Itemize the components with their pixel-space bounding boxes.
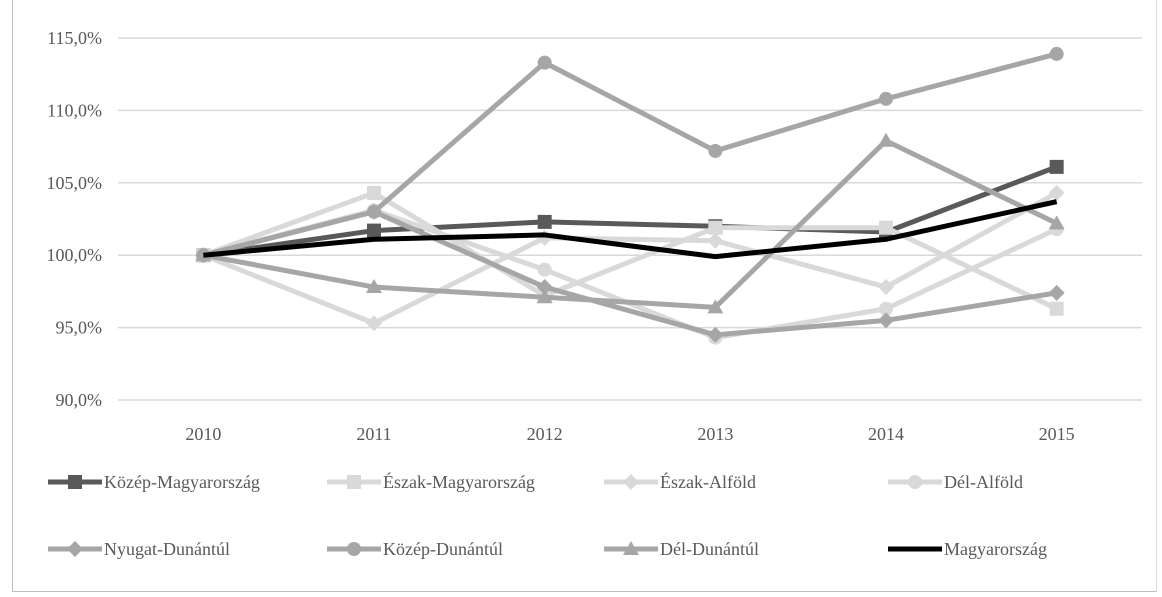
series-line: [203, 199, 1058, 260]
legend-label: Közép-Magyarország: [104, 472, 260, 492]
marker-triangle: [1048, 215, 1065, 230]
y-tick-label: 110,0%: [47, 100, 102, 120]
x-tick-label: 2015: [1039, 424, 1075, 444]
y-tick-label: 95,0%: [56, 318, 103, 338]
legend-label: Magyarország: [944, 539, 1047, 559]
legend-label: Dél-Dunántúl: [660, 539, 759, 559]
legend-label: Közép-Dunántúl: [383, 539, 503, 559]
marker-diamond: [707, 232, 724, 249]
marker-diamond: [878, 312, 894, 329]
marker-circle: [537, 55, 552, 70]
marker-square: [1049, 159, 1064, 174]
marker-triangle: [707, 299, 724, 314]
marker-square: [367, 223, 381, 238]
y-tick-label: 90,0%: [56, 390, 103, 410]
x-tick-label: 2013: [697, 424, 733, 444]
series-magyarország: [203, 199, 1058, 260]
legend-item: Dél-Dunántúl: [604, 539, 759, 559]
series-észak-alföld: [195, 184, 1065, 332]
marker-diamond: [1048, 284, 1065, 301]
legend-label: Dél-Alföld: [944, 472, 1023, 492]
marker-diamond: [707, 326, 724, 343]
marker-square: [347, 475, 361, 489]
legend: Közép-Magyarország Észak-Magyarország Észa…: [48, 471, 1047, 559]
series-line: [202, 51, 1058, 258]
marker-triangle: [623, 541, 639, 555]
marker-circle: [908, 475, 922, 489]
x-tick-label: 2012: [527, 424, 563, 444]
legend-item: Közép-Magyarország: [48, 472, 260, 492]
legend-item: Magyarország: [888, 539, 1047, 559]
marker-diamond: [366, 315, 382, 332]
legend-item: Észak-Magyarország: [327, 471, 535, 492]
marker-circle: [879, 301, 893, 316]
x-axis-ticks: 2010 2011 2012 2013 2014 2015: [185, 424, 1074, 444]
x-tick-label: 2014: [868, 424, 904, 444]
marker-square: [879, 220, 893, 235]
grid-lines: [118, 37, 1142, 401]
y-tick-label: 115,0%: [47, 28, 102, 48]
chart-frame: [12, 0, 1157, 592]
marker-diamond: [1048, 184, 1065, 201]
marker-diamond: [878, 279, 894, 296]
marker-diamond: [536, 279, 553, 296]
marker-circle: [1049, 46, 1064, 61]
marker-square: [537, 214, 552, 229]
marker-diamond: [67, 541, 83, 557]
marker-circle: [367, 204, 381, 219]
series-észak-magyarország: [196, 185, 1064, 316]
legend-item: Észak-Alföld: [604, 471, 756, 492]
marker-triangle: [366, 279, 382, 294]
marker-triangle: [878, 132, 894, 147]
y-tick-label: 100,0%: [47, 245, 103, 265]
marker-square: [708, 220, 723, 235]
legend-item: Nyugat-Dunántúl: [48, 539, 230, 559]
marker-triangle: [536, 289, 553, 304]
x-tick-label: 2011: [356, 424, 391, 444]
marker-square: [367, 185, 381, 200]
marker-diamond: [623, 474, 639, 490]
legend-item: Dél-Alföld: [888, 472, 1023, 492]
series-line: [202, 190, 1058, 312]
marker-circle: [879, 91, 893, 106]
x-tick-label: 2010: [185, 424, 221, 444]
legend-label: Nyugat-Dunántúl: [104, 539, 230, 559]
legend-label: Észak-Magyarország: [383, 471, 535, 492]
series-layer: [195, 46, 1065, 345]
marker-circle: [537, 262, 552, 277]
y-axis-ticks: 90,0% 95,0% 100,0% 105,0% 110,0% 115,0%: [47, 28, 103, 410]
marker-circle: [708, 143, 723, 158]
marker-circle: [347, 542, 361, 556]
y-tick-label: 105,0%: [47, 173, 103, 193]
marker-square: [1049, 301, 1064, 316]
marker-square: [68, 475, 82, 489]
legend-item: Közép-Dunántúl: [327, 539, 503, 559]
series-line: [202, 164, 1058, 258]
series-line: [202, 138, 1058, 310]
legend-label: Észak-Alföld: [660, 471, 756, 492]
series-line: [202, 190, 1058, 326]
